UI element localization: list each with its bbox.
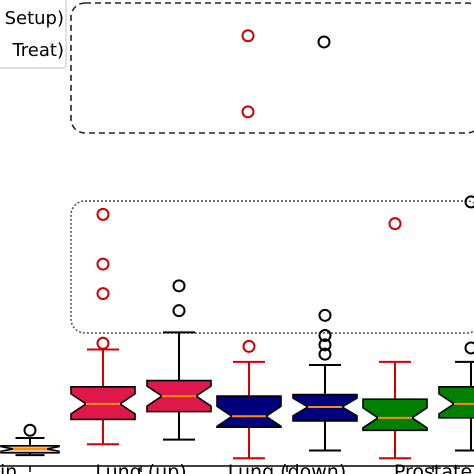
flier-point <box>96 257 110 271</box>
x-tick-labels: in Lung (up) Lung (down) Prostate <box>0 461 472 474</box>
legend-entry: Setup) <box>5 8 64 29</box>
box-0 <box>0 423 60 457</box>
box-5 <box>362 217 428 460</box>
flier-point <box>96 287 110 301</box>
upper-flier-point <box>317 35 331 49</box>
flier-point <box>318 338 332 352</box>
middle-outlier-region <box>70 200 474 334</box>
flier-point <box>242 339 256 353</box>
upper-flier-point <box>241 29 255 43</box>
box-body <box>438 385 474 419</box>
legend-frame <box>0 0 67 69</box>
box-1 <box>70 207 136 446</box>
flier-point <box>318 329 332 343</box>
flier-point <box>464 341 474 355</box>
box-groups <box>0 29 474 460</box>
box-body <box>216 395 282 428</box>
flier-point <box>318 308 332 322</box>
flier-point <box>388 217 402 231</box>
box-2 <box>146 279 212 441</box>
x-tick-label: in <box>0 461 17 474</box>
flier-point <box>172 304 186 318</box>
box-3 <box>216 339 282 460</box>
box-6 <box>438 195 474 452</box>
flier-point <box>318 347 332 361</box>
axes <box>0 465 474 472</box>
box-4 <box>292 308 358 452</box>
flier-point <box>96 336 110 350</box>
x-tick-label: Lung (up) <box>95 461 186 474</box>
outlier-regions <box>70 2 474 334</box>
legend-entry: Treat) <box>11 40 64 61</box>
flier-point <box>464 195 474 209</box>
x-tick-label: Prostate <box>394 461 472 474</box>
flier-point <box>172 279 186 293</box>
x-tick-label: Lung (down) <box>228 461 347 474</box>
upper-outlier-region <box>70 2 474 134</box>
flier-point <box>23 423 37 437</box>
legend: Setup) Treat) <box>0 0 67 69</box>
flier-point <box>96 207 110 221</box>
upper-flier-point <box>241 105 255 119</box>
box-body <box>362 398 428 432</box>
